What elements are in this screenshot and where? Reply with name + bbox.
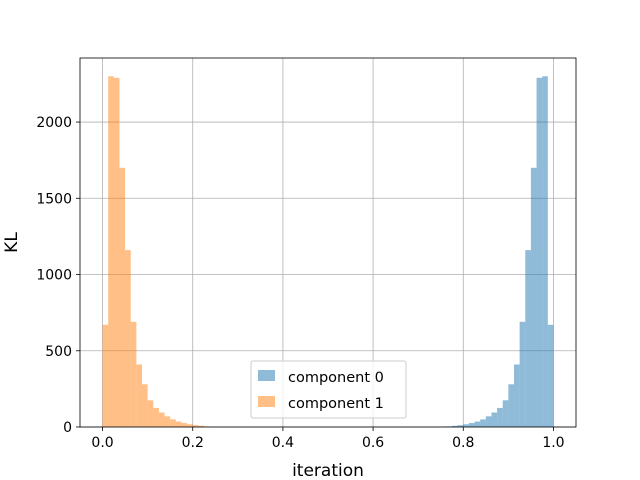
y-tick-label-4: 2000	[36, 115, 72, 131]
legend-label-component-1: component 1	[288, 396, 384, 412]
legend-swatch-component-0	[258, 370, 275, 381]
histogram-bar-series-0-bin-5	[468, 423, 475, 427]
plot-frame	[79, 57, 577, 428]
x-tick-label-4: 0.8	[452, 435, 474, 451]
x-tick-label-0: 0.0	[91, 435, 113, 451]
histogram-bar-series-1-bin-12	[170, 419, 176, 427]
x-tick-label-2: 0.4	[272, 435, 294, 451]
histogram-bar-series-1-bin-11	[164, 416, 171, 427]
y-axis-label: KL	[2, 232, 22, 253]
grid-lines	[80, 58, 576, 428]
histogram-bar-series-0-bin-4	[463, 424, 469, 427]
histogram-bar-series-0-bin-17	[536, 77, 543, 427]
histogram-bar-series-0-bin-13	[514, 364, 520, 427]
histogram-bar-series-1-bin-10	[158, 412, 165, 427]
axis-ticks: 0.0 0.2 0.4 0.6 0.8 1.0 0 500 1000 1500 2000	[36, 115, 564, 451]
histogram-bar-series-1-bin-16	[192, 425, 199, 427]
histogram-bar-series-0-bin-11	[502, 400, 509, 427]
legend-box	[250, 360, 407, 419]
histogram-bar-series-1-bin-8	[147, 400, 154, 427]
histogram-bar-series-0-bin-8	[485, 416, 492, 427]
histogram-bar-series-0-bin-9	[491, 412, 498, 427]
legend-swatch-component-1	[258, 396, 275, 407]
histogram-bar-series-1-bin-3	[119, 167, 126, 427]
histogram-bar-series-1-bin-1	[108, 76, 114, 428]
histogram-bar-series-0-bin-14	[519, 321, 526, 427]
x-tick-label-1: 0.2	[182, 435, 204, 451]
histogram-bar-series-0-bin-3	[457, 425, 464, 427]
histogram-bar-series-0-bin-7	[480, 419, 486, 427]
histogram-bar-series-0-bin-16	[530, 167, 537, 427]
histogram-bar-series-1-bin-4	[125, 250, 131, 427]
y-tick-label-2: 1000	[36, 268, 72, 284]
histogram-bars	[102, 76, 554, 428]
histogram-bar-series-1-bin-7	[142, 384, 148, 427]
y-tick-label-0: 0	[63, 420, 72, 436]
histogram-bar-series-1-bin-13	[175, 421, 182, 427]
histogram-bar-series-0-bin-2	[452, 425, 458, 427]
histogram-bar-series-0-bin-12	[508, 384, 514, 427]
x-axis-label: iteration	[292, 461, 364, 480]
legend-label-component-0: component 0	[288, 370, 384, 386]
y-tick-label-1: 500	[45, 344, 72, 360]
histogram-bar-series-0-bin-15	[525, 250, 531, 427]
y-tick-label-3: 1500	[36, 191, 72, 207]
histogram-bar-series-0-bin-10	[497, 407, 503, 427]
histogram-bar-series-1-bin-17	[198, 425, 204, 427]
x-tick-label-5: 1.0	[542, 435, 564, 451]
histogram-bar-series-1-bin-2	[113, 77, 120, 427]
histogram-bar-series-1-bin-9	[153, 407, 159, 427]
histogram-bar-series-0-bin-19	[547, 324, 554, 427]
histogram-bar-series-0-bin-18	[542, 76, 548, 428]
histogram-bar-series-1-bin-5	[130, 321, 137, 427]
histogram-bar-series-0-bin-6	[474, 421, 481, 427]
histogram-bar-series-1-bin-6	[136, 364, 142, 427]
histogram-bar-series-1-bin-14	[181, 423, 188, 427]
histogram-bar-series-1-bin-15	[187, 424, 193, 427]
x-tick-label-3: 0.6	[362, 435, 384, 451]
legend: component 0 component 1	[250, 360, 407, 419]
histogram-bar-series-1-bin-0	[102, 324, 109, 427]
